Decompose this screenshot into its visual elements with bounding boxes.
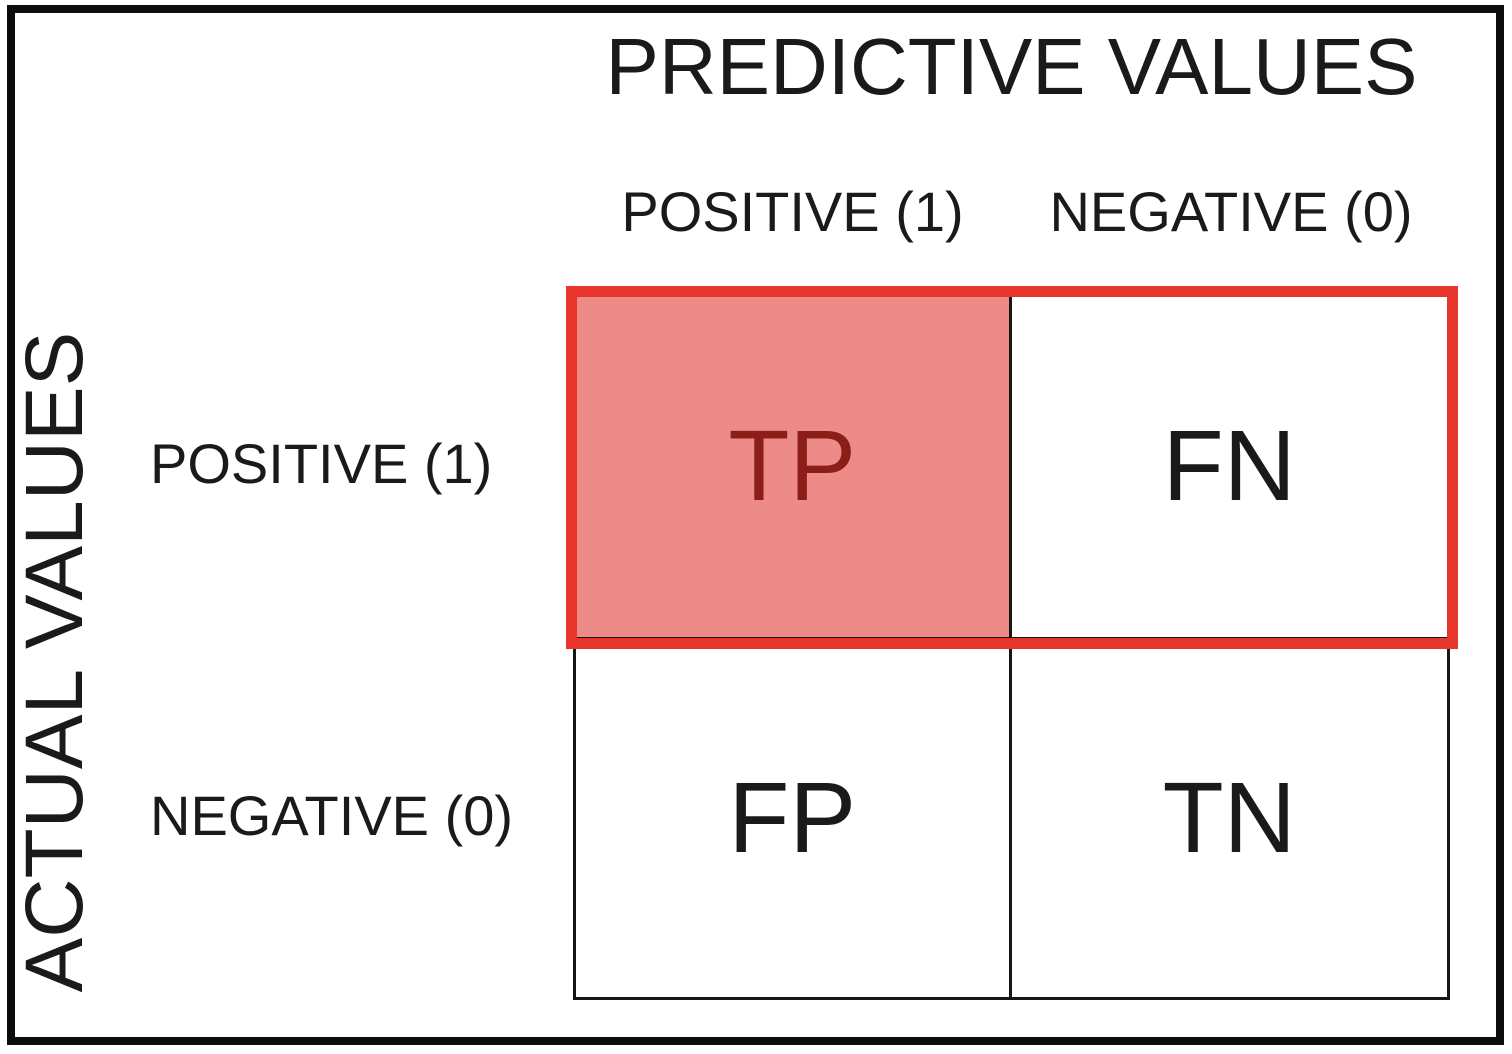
cell-false-positive: FP [576,640,1012,997]
matrix-grid: TP FN FP TN [573,293,1450,1000]
row-header-positive: POSITIVE (1) [150,432,493,495]
col-header-positive: POSITIVE (1) [621,180,964,243]
cell-true-positive: TP [576,296,1012,641]
actual-axis-title: ACTUAL VALUES [9,331,100,993]
predicted-axis-title: PREDICTIVE VALUES [605,22,1418,111]
cell-true-negative: TN [1011,640,1447,997]
cell-false-negative: FN [1011,296,1447,641]
page-frame [7,5,1504,1045]
row-header-negative: NEGATIVE (0) [150,784,514,847]
col-header-negative: NEGATIVE (0) [1049,180,1413,243]
